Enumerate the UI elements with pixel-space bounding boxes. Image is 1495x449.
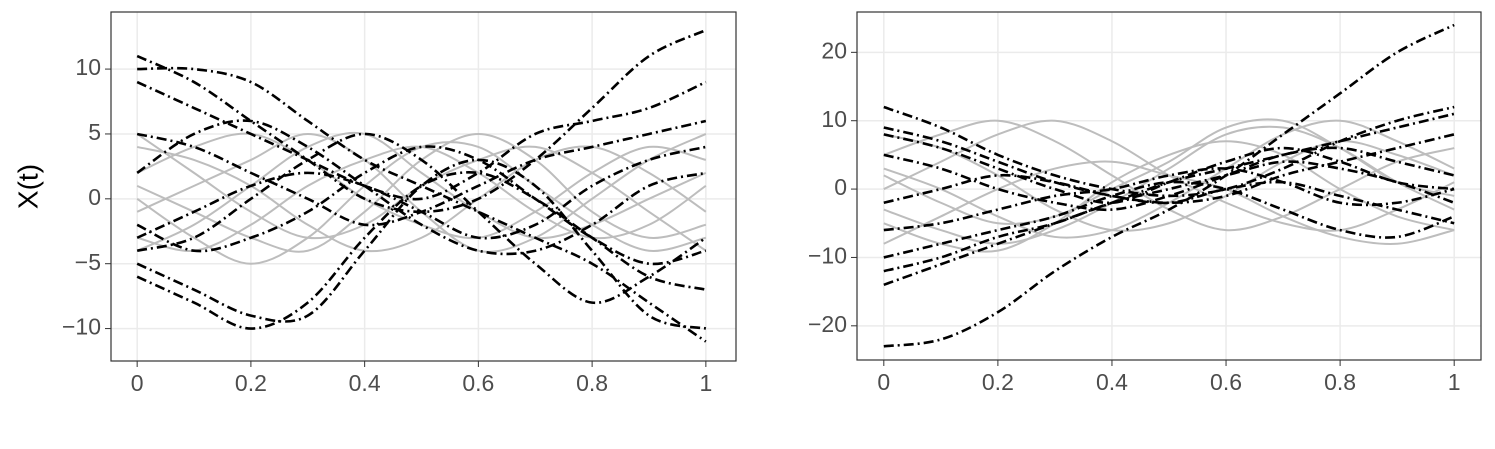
curve [136,141,707,265]
curve [136,119,707,256]
plot-border [110,11,737,362]
curve [883,173,1455,225]
x-tick-label: 0.2 [982,369,1014,395]
curve [136,145,707,253]
y-tick-label: 0 [834,174,847,200]
x-tick-label: 1 [1448,369,1461,395]
x-tick-label: 0.2 [235,370,267,396]
curve [136,145,707,266]
curve [137,66,707,343]
x-tick-label: 0.4 [349,370,381,396]
x-tick-label: 0.8 [1324,369,1356,395]
y-tick-label: 10 [821,106,847,132]
curve [883,133,1455,205]
y-tick-label: −5 [75,249,101,275]
curve [883,133,1455,232]
x-tick-label: 0 [877,369,890,395]
y-tick-label: −10 [808,243,847,269]
curve [136,145,707,240]
x-tick-label: 0 [131,370,144,396]
curve [136,132,707,304]
y-axis-label: X(t) [12,164,43,209]
y-tick-label: 5 [88,119,101,145]
panel: 0 0.2 0.4 0.6 0.8 1 −20 −10 0 10 20 [808,11,1482,395]
y-tick-label: 10 [75,54,101,80]
plot-border [856,11,1482,361]
y-tick-label: −10 [62,314,101,340]
curve [883,146,1455,212]
curve [883,180,1455,259]
curve [883,118,1455,225]
y-tick-label: 0 [88,184,101,210]
y-tick-label: −20 [808,311,847,337]
curve [883,160,1455,245]
plot-background [857,12,1481,360]
curve [136,171,707,330]
curve [883,167,1455,232]
y-tick-label: 20 [821,37,847,63]
x-tick-label: 0.8 [576,370,608,396]
curve [883,126,1455,205]
curve [883,119,1455,239]
curve [883,160,1455,273]
curve [136,158,707,330]
curve [883,23,1455,348]
curve [136,80,707,201]
curve [883,140,1455,253]
x-tick-label: 1 [699,370,712,396]
x-tick-label: 0.4 [1096,369,1128,395]
x-tick-label: 0.6 [462,370,494,396]
panel: 0 0.2 0.4 0.6 0.8 1 −10 −5 0 5 10 X(t) [12,11,737,396]
x-tick-label: 0.6 [1210,369,1242,395]
